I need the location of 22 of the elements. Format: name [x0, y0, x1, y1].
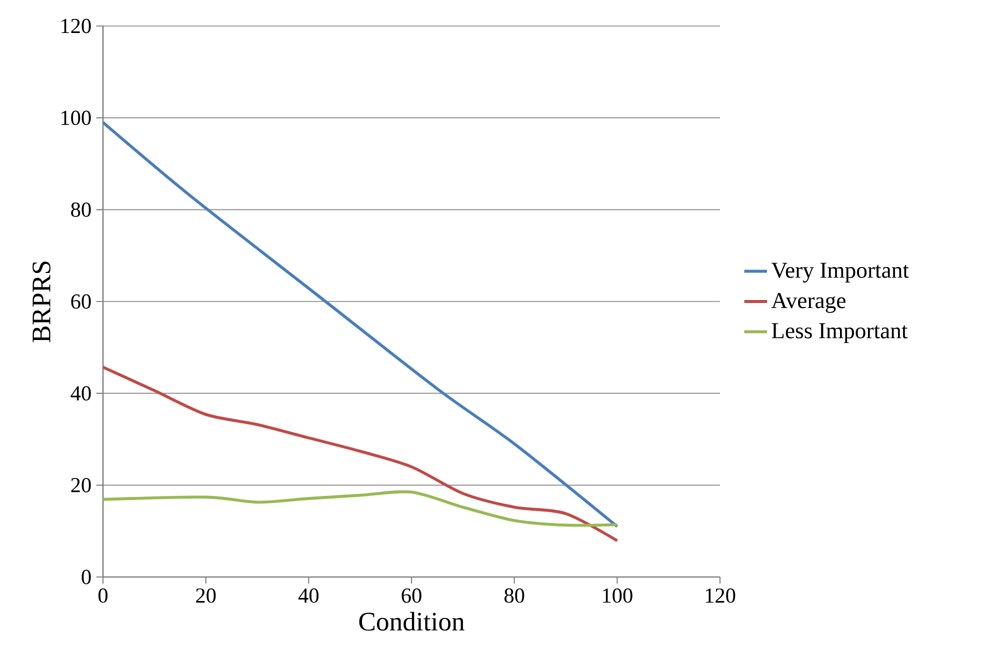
x-tick-label: 20: [196, 588, 216, 603]
line-series: [103, 120, 619, 528]
line-series: [103, 490, 619, 527]
y-tick-label: 100: [62, 110, 91, 126]
x-tick-label: 120: [706, 588, 736, 603]
legend-label: Very Important: [771, 262, 909, 283]
x-tick-label: 0: [98, 588, 108, 603]
y-tick-label: 40: [70, 386, 91, 401]
y-tick-label: 120: [62, 18, 91, 34]
legend-label: Less Important: [772, 323, 908, 343]
x-tick-label: 60: [402, 588, 422, 603]
x-tick-label: 80: [504, 588, 524, 603]
x-tick-label: 100: [603, 588, 632, 603]
y-tick-label: 0: [82, 570, 91, 584]
x-axis-title: Condition: [359, 612, 464, 631]
x-tick-label: 40: [298, 588, 319, 603]
y-tick-label: 60: [71, 294, 91, 309]
legend-label: Average: [771, 293, 846, 313]
line-series: [103, 366, 619, 542]
y-axis-title: BRPRS: [32, 262, 50, 342]
y-tick-label: 80: [71, 202, 91, 217]
y-tick-label: 20: [71, 478, 91, 492]
